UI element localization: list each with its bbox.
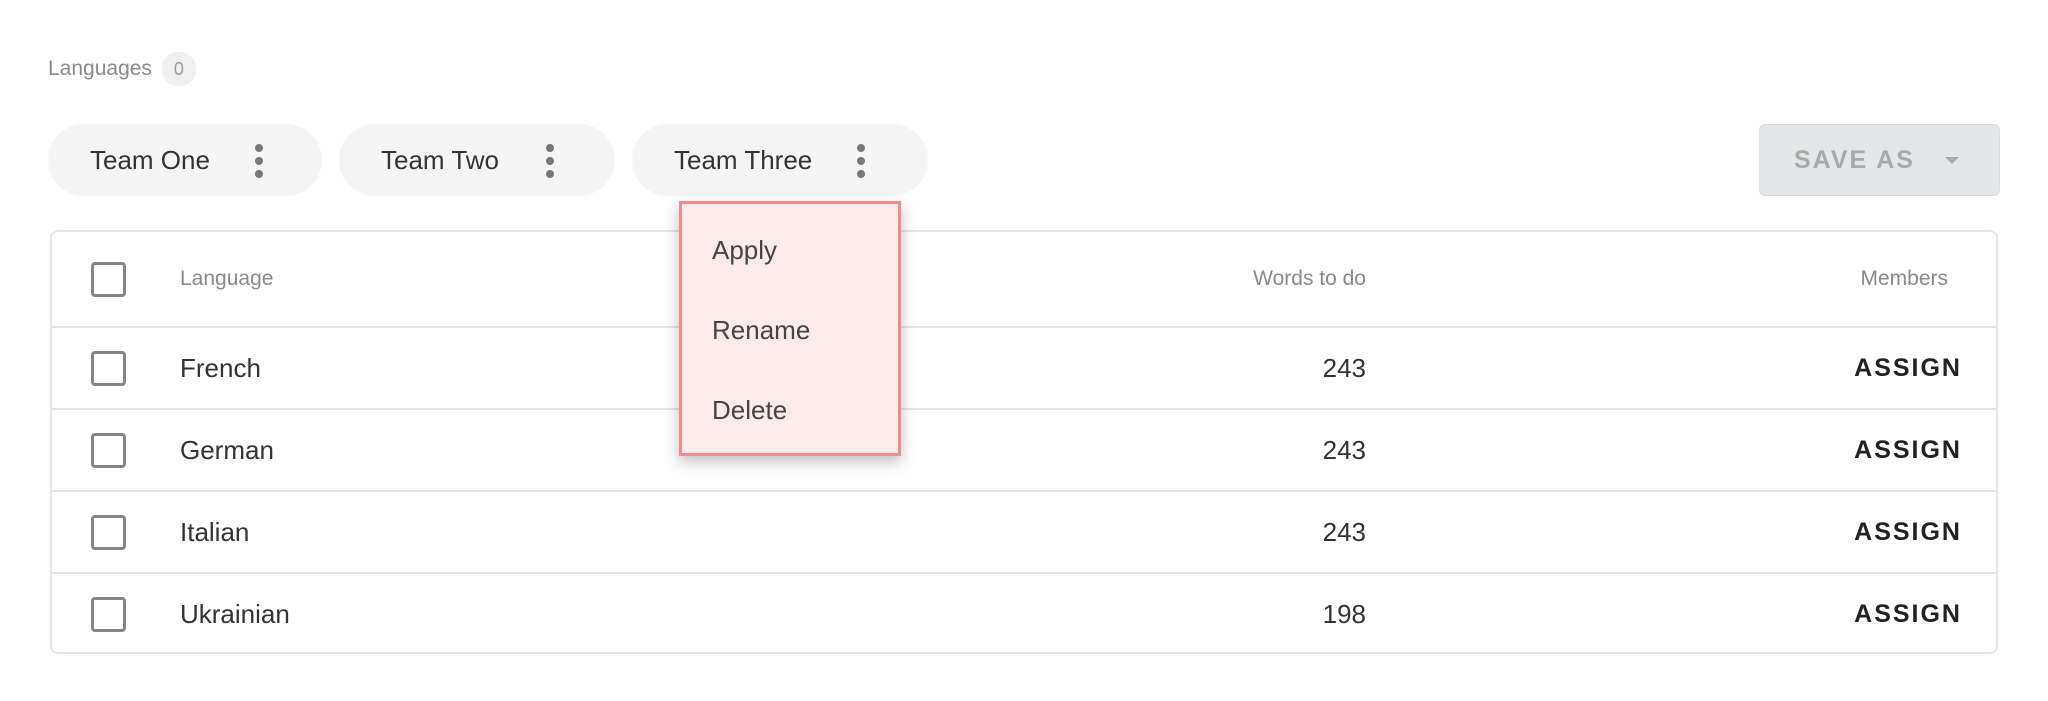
- table-row: Italian 243 ASSIGN: [52, 490, 1996, 572]
- column-members: Members: [1860, 267, 1948, 290]
- save-as-button[interactable]: SAVE AS: [1759, 124, 2000, 196]
- caret-down-icon: [1944, 156, 1959, 164]
- team-label: Team One: [90, 144, 210, 175]
- words-cell: 243: [1322, 516, 1366, 547]
- table-row: German 243 ASSIGN: [52, 408, 1996, 490]
- assign-button[interactable]: ASSIGN: [1854, 353, 1962, 382]
- table-header: Language Words to do Members: [52, 232, 1996, 326]
- more-vert-icon[interactable]: [857, 144, 865, 178]
- team-chip-one[interactable]: Team One: [48, 124, 322, 196]
- row-checkbox[interactable]: [91, 432, 126, 468]
- count-badge: 0: [161, 52, 196, 86]
- language-cell: Italian: [180, 516, 250, 547]
- assign-button[interactable]: ASSIGN: [1854, 599, 1962, 628]
- assign-button[interactable]: ASSIGN: [1854, 517, 1962, 546]
- languages-label: Languages: [48, 57, 152, 80]
- more-vert-icon[interactable]: [546, 144, 554, 178]
- row-checkbox[interactable]: [91, 596, 126, 632]
- languages-header: Languages 0: [48, 52, 196, 86]
- assign-button[interactable]: ASSIGN: [1854, 435, 1962, 464]
- team-chip-three[interactable]: Team Three: [632, 124, 928, 196]
- language-cell: French: [180, 352, 261, 383]
- language-cell: Ukrainian: [180, 598, 290, 629]
- table-row: French 243 ASSIGN: [52, 326, 1996, 408]
- team-context-menu: Apply Rename Delete: [679, 201, 901, 456]
- row-checkbox[interactable]: [91, 514, 126, 550]
- menu-item-delete[interactable]: Delete: [712, 395, 788, 425]
- select-all-checkbox[interactable]: [91, 261, 126, 297]
- team-label: Team Two: [381, 144, 500, 175]
- words-cell: 198: [1322, 598, 1366, 629]
- languages-table: Language Words to do Members French 243 …: [50, 230, 1998, 654]
- words-cell: 243: [1322, 352, 1366, 383]
- words-cell: 243: [1322, 434, 1366, 465]
- team-label: Team Three: [674, 144, 813, 175]
- table-row: Ukrainian 198 ASSIGN: [52, 572, 1996, 654]
- save-as-label: SAVE AS: [1794, 145, 1915, 174]
- row-checkbox[interactable]: [91, 350, 126, 386]
- column-words: Words to do: [1253, 267, 1366, 290]
- menu-item-rename[interactable]: Rename: [712, 315, 811, 345]
- language-cell: German: [180, 434, 274, 465]
- column-language: Language: [180, 267, 274, 290]
- menu-item-apply[interactable]: Apply: [712, 235, 778, 265]
- more-vert-icon[interactable]: [255, 144, 263, 178]
- team-chip-two[interactable]: Team Two: [339, 124, 615, 196]
